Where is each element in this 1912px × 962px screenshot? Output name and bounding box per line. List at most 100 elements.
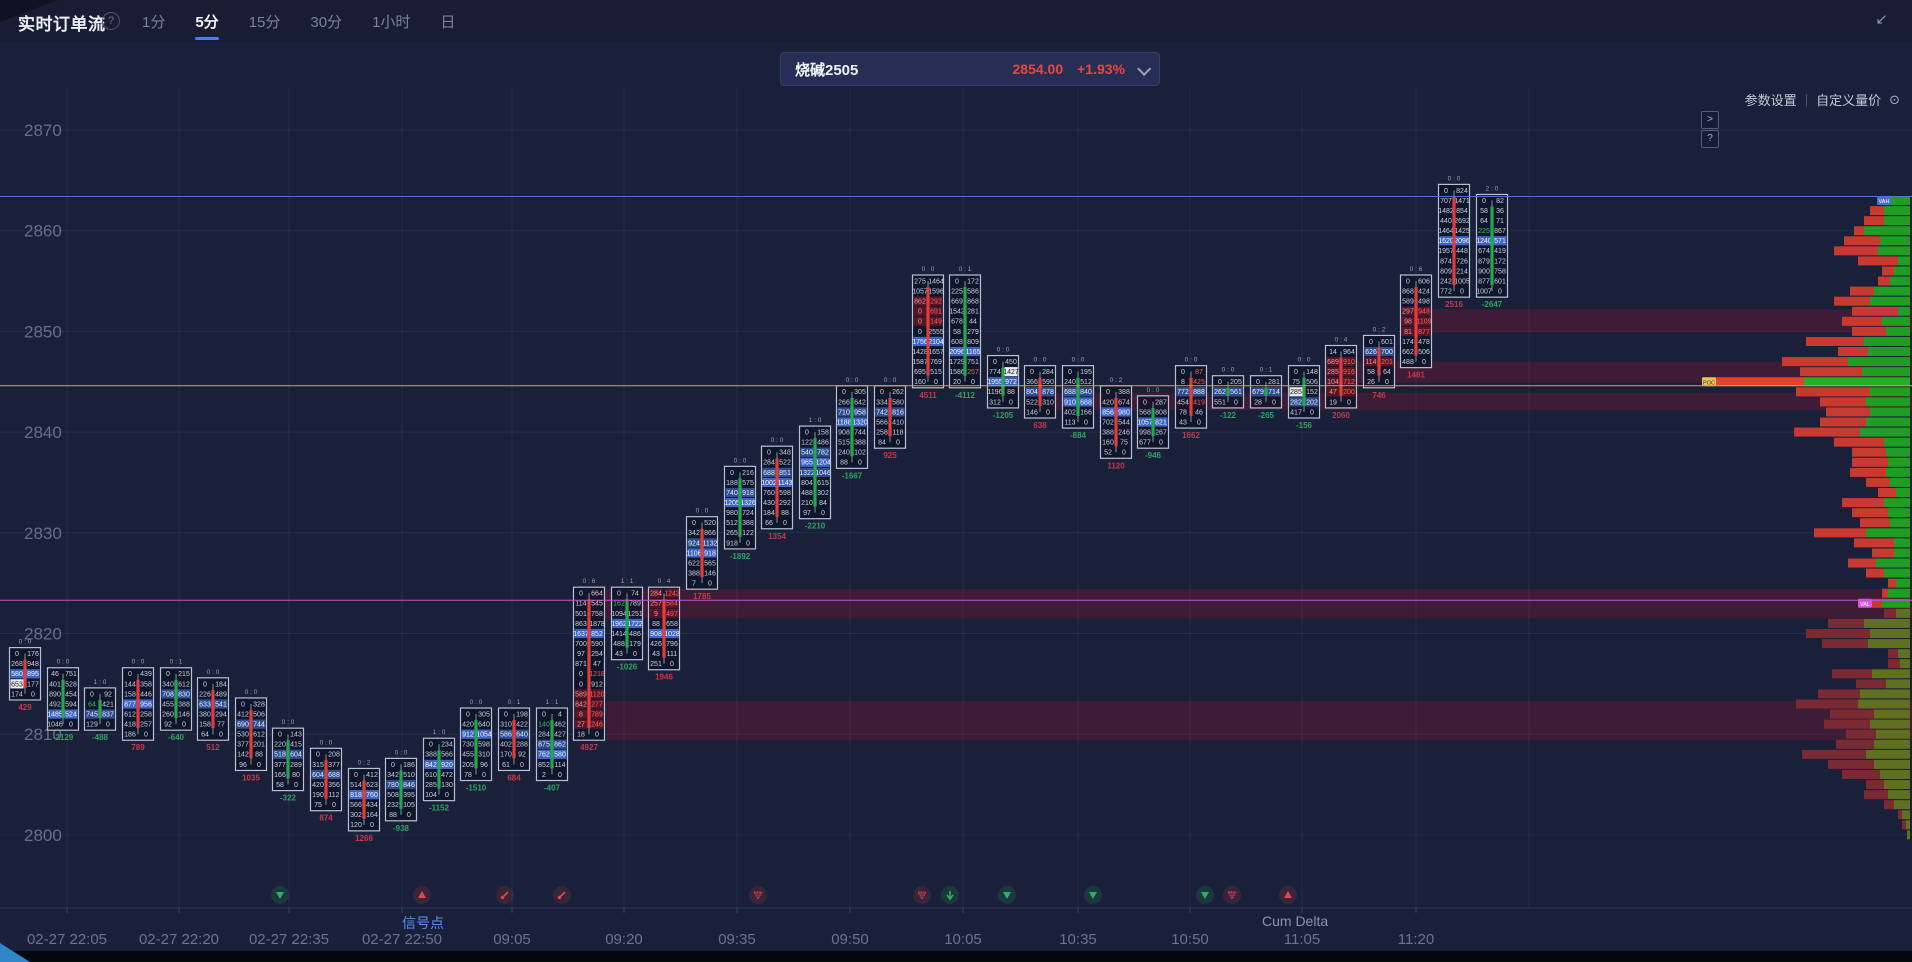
cell-bid-value: 912 (462, 732, 474, 739)
cell-bid-value: 1322 (799, 470, 815, 477)
tab-5分[interactable]: 5分 (193, 1, 220, 42)
cell-bid-value: 804 (801, 480, 813, 487)
profile-bar-sell (1716, 377, 1804, 387)
signal-marker-rhatch[interactable] (913, 886, 931, 904)
signal-marker-rup[interactable] (1279, 886, 1297, 904)
tab-日[interactable]: 日 (440, 13, 456, 31)
custom-volume-price-button[interactable]: 自定义量价 (1816, 93, 1882, 108)
cell-ask-bg (327, 769, 341, 780)
signal-marker-gdown[interactable] (1196, 886, 1214, 904)
cell-ask-value: 71 (1496, 218, 1504, 225)
profile-bar-sell (1864, 790, 1888, 800)
cell-bid-value: 1057 (1137, 419, 1153, 426)
signal-marker-rdiag[interactable] (496, 886, 514, 904)
instrument-selector[interactable]: 烧碱2505 2854.00 +1.93% (780, 52, 1160, 86)
signal-point-label[interactable]: 信号点 (402, 915, 444, 931)
candle-delta: 746 (1372, 391, 1386, 400)
settings-button[interactable]: 参数设置 (1744, 93, 1797, 108)
cell-bid-value: 730 (462, 742, 474, 749)
tab-30分[interactable]: 30分 (310, 13, 343, 31)
cell-ask-value: 88 (255, 752, 263, 759)
tab-1小时[interactable]: 1小时 (372, 13, 411, 31)
signal-marker-gdown[interactable] (271, 886, 289, 904)
signal-marker-rhatch[interactable] (1223, 886, 1241, 904)
target-icon[interactable]: ⊙ (1889, 91, 1900, 107)
signal-marker-gdown[interactable] (998, 886, 1016, 904)
tab-15分[interactable]: 15分 (248, 13, 281, 31)
cell-ask-value: 1109 (1416, 319, 1431, 326)
footprint-candle[interactable]: 0 606 868 424 589 498 297 948 98 1109 81 877 174 478 6… (1399, 266, 1433, 380)
profile-bar-buy (1870, 719, 1910, 729)
cell-ask-value: 808 (1155, 409, 1167, 416)
signal-marker-garrow[interactable] (941, 886, 959, 904)
candle-delta: -1892 (730, 552, 751, 561)
cell-bid-value: 875 (538, 742, 550, 749)
price-axis-label: 2830 (24, 524, 62, 543)
panel-expand-button[interactable]: > (1701, 111, 1719, 129)
cell-bid-value: 388 (1102, 430, 1114, 437)
profile-bar-sell (1848, 558, 1876, 568)
profile-bar-sell (1854, 538, 1894, 548)
signal-marker-rup[interactable] (413, 886, 431, 904)
panel-help-button[interactable]: ? (1701, 130, 1719, 148)
cell-ask-value: 486 (817, 440, 829, 447)
cell-ask-value: 1425 (1454, 228, 1470, 235)
cell-bid-value: 47 (1329, 389, 1337, 396)
collapse-icon[interactable]: ↙ (1875, 11, 1888, 28)
tab-1分[interactable]: 1分 (142, 13, 166, 31)
profile-bar-buy (1860, 427, 1910, 437)
footprint-candle[interactable]: 14 964 689 910 285 916 104 712 47 200 19 0 0 : 4 2060 (1324, 337, 1358, 420)
signal-marker-gdown[interactable] (1084, 886, 1102, 904)
cell-ask-value: 594 (65, 701, 77, 708)
help-icon[interactable]: ? (102, 12, 120, 30)
cell-ask-value: 1005 (1454, 278, 1470, 285)
candle-delta: -322 (280, 794, 297, 803)
cell-bid-value: 1240 (1476, 238, 1492, 245)
cell-ask-bg (929, 316, 943, 326)
cell-bid-bg (85, 709, 99, 719)
signal-marker-rhatch[interactable] (749, 886, 767, 904)
profile-bar-buy (1884, 780, 1910, 790)
signal-marker-rdiag[interactable] (553, 886, 571, 904)
profile-bar-buy (1896, 608, 1910, 618)
